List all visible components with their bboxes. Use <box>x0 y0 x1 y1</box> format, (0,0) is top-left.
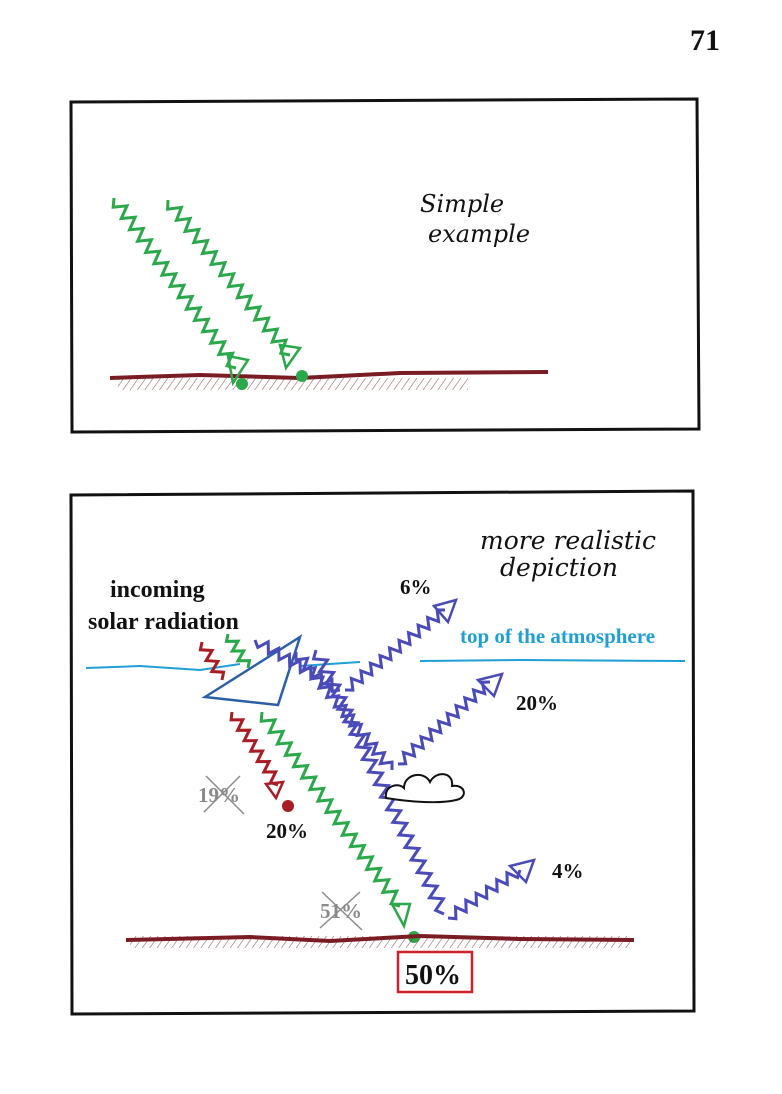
bottom-panel: more realistic depiction incoming solar … <box>69 489 696 1016</box>
green-ray-2 <box>166 199 291 357</box>
bottom-caption-line1: more realistic <box>480 526 656 555</box>
pct-absorbed-atmosphere: 20% <box>266 819 308 843</box>
green-ray-lower <box>259 711 401 908</box>
pct-absorbed-surface-box <box>396 950 474 994</box>
page-number: 71 <box>690 24 720 57</box>
incoming-label-line1: incoming <box>110 577 205 603</box>
pct-reflected-clouds: 20% <box>516 691 558 715</box>
blue-ray-4pct-arrowhead <box>507 858 536 885</box>
bottom-panel-frame <box>69 489 696 1016</box>
green-ray-2-arrowhead <box>278 343 303 371</box>
green-ray-1-absorption-dot <box>236 378 248 390</box>
cloud-icon <box>384 773 465 804</box>
atmosphere-label: top of the atmosphere <box>460 624 655 648</box>
green-ray-1-arrowhead <box>226 354 251 387</box>
pct-reflected-atmosphere: 6% <box>400 575 432 599</box>
blue-ray-up-4pct <box>447 869 522 921</box>
green-ray-1 <box>111 197 237 370</box>
pct-reflected-surface: 4% <box>552 859 584 883</box>
blue-ray-down-to-surface <box>311 649 446 916</box>
green-ray-2-absorption-dot <box>296 370 308 382</box>
pct-absorbed-surface: 50% <box>405 960 461 991</box>
incoming-bundle-arrowhead <box>201 634 303 707</box>
blue-ray-20pct-arrowhead <box>475 672 504 699</box>
top-caption-line1: Simple <box>420 190 504 218</box>
blue-ray-up-20pct <box>397 680 491 766</box>
bottom-ground <box>125 933 635 948</box>
strike-19pct <box>203 775 245 815</box>
top-caption-line2: example <box>428 220 530 248</box>
strike-51pct <box>319 891 363 931</box>
red-ray-upper <box>198 641 226 681</box>
green-ray-arrowhead <box>389 902 412 930</box>
top-panel: Simple example <box>69 97 701 434</box>
blue-ray-6pct-arrowhead <box>431 598 458 625</box>
incoming-label-line2: solar radiation <box>88 609 239 635</box>
top-panel-frame <box>69 97 701 434</box>
atmosphere-line <box>85 658 686 672</box>
red-ray-arrowhead <box>263 780 286 801</box>
green-ray-upper <box>224 633 252 669</box>
red-ray-lower <box>229 711 279 787</box>
bottom-caption-line2: depiction <box>500 553 618 582</box>
red-ray-absorption-dot <box>282 800 294 812</box>
top-ground <box>109 370 549 390</box>
blue-ray-up-6pct <box>344 608 446 692</box>
